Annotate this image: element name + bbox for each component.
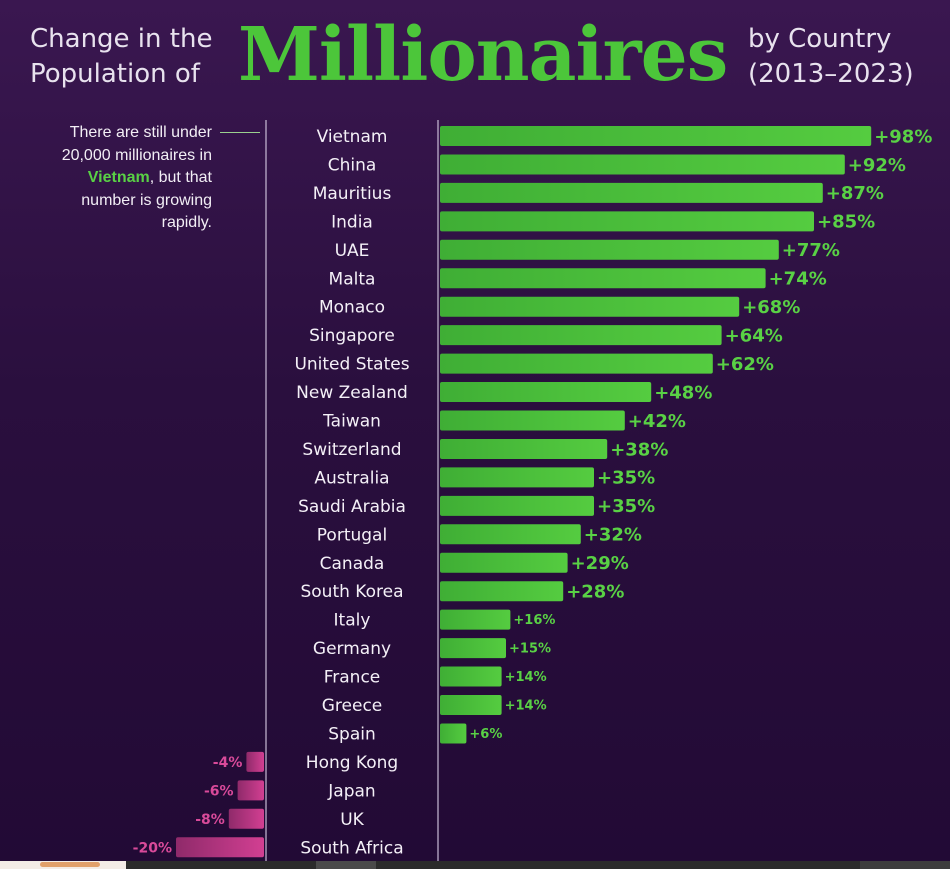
value-label-germany: +15% [509, 642, 551, 657]
category-label-malta: Malta [329, 269, 376, 289]
category-label-portugal: Portugal [317, 525, 387, 545]
bar-uk [228, 808, 264, 829]
value-label-canada: +29% [571, 553, 629, 574]
note-text-pre: There are still under 20,000 millionaire… [61, 124, 212, 164]
category-label-australia: Australia [314, 468, 389, 488]
category-label-france: France [324, 668, 381, 688]
bar-portugal [440, 524, 581, 545]
value-label-france: +14% [505, 670, 547, 685]
bar-taiwan [440, 410, 625, 431]
category-label-monaco: Monaco [319, 298, 385, 318]
value-label-italy: +16% [513, 613, 555, 628]
value-label-greece: +14% [505, 699, 547, 714]
value-label-saudi-arabia: +35% [597, 496, 655, 517]
bar-japan [237, 780, 264, 801]
title-right-line2: (2013–2023) [748, 59, 914, 89]
note-text-post: , but that number is growing rapidly. [81, 169, 212, 231]
bar-hong-kong [246, 751, 264, 772]
value-label-japan: -6% [204, 783, 234, 799]
bar-monaco [440, 296, 740, 317]
bar-australia [440, 467, 594, 488]
bar-vietnam [440, 126, 872, 146]
title-right-line1: by Country [748, 24, 892, 54]
note-highlight: Vietnam [87, 169, 150, 186]
value-label-singapore: +64% [725, 325, 783, 346]
bar-germany [440, 638, 506, 659]
bar-singapore [440, 325, 722, 346]
value-label-india: +85% [817, 212, 875, 233]
bar-spain [440, 723, 467, 744]
bar-malta [440, 268, 766, 289]
category-label-china: China [328, 155, 377, 175]
category-label-south-africa: South Africa [300, 838, 403, 858]
bottom-strip [0, 861, 950, 869]
value-label-australia: +35% [597, 468, 655, 489]
value-label-malta: +74% [769, 269, 827, 290]
value-label-uk: -8% [195, 812, 225, 828]
bar-india [440, 211, 814, 232]
value-label-south-africa: -20% [133, 840, 172, 856]
category-label-spain: Spain [328, 724, 376, 744]
value-label-south-korea: +28% [566, 582, 624, 603]
category-label-saudi-arabia: Saudi Arabia [298, 497, 406, 517]
annotation-leader-line [220, 132, 260, 133]
title-left-line1: Change in the [30, 24, 213, 54]
category-label-italy: Italy [334, 611, 371, 631]
bar-rows: Vietnam +98% China +92% Mauritius +87% India +8… [133, 126, 932, 858]
value-label-mauritius: +87% [826, 183, 884, 204]
category-label-taiwan: Taiwan [322, 412, 381, 432]
title-left: Change in the Population of [30, 22, 230, 92]
value-label-vietnam: +98% [874, 126, 932, 147]
value-label-uae: +77% [782, 240, 840, 261]
bar-greece [440, 695, 502, 715]
category-label-uae: UAE [335, 241, 370, 261]
value-label-monaco: +68% [742, 297, 800, 318]
value-label-china: +92% [848, 155, 906, 176]
category-label-vietnam: Vietnam [317, 127, 388, 147]
category-label-singapore: Singapore [309, 326, 395, 346]
category-label-canada: Canada [320, 554, 385, 574]
value-label-united-states: +62% [716, 354, 774, 375]
category-label-uk: UK [340, 810, 364, 830]
category-label-india: India [331, 212, 373, 232]
category-label-south-korea: South Korea [300, 582, 403, 602]
bar-uae [440, 239, 779, 260]
category-label-germany: Germany [313, 639, 391, 659]
category-label-new-zealand: New Zealand [296, 383, 408, 403]
category-label-mauritius: Mauritius [313, 184, 392, 204]
category-label-japan: Japan [327, 781, 375, 801]
bar-south-africa [176, 837, 264, 858]
title-millionaires: Millionaires [238, 12, 728, 98]
value-label-portugal: +32% [584, 525, 642, 546]
category-label-hong-kong: Hong Kong [306, 753, 398, 773]
bar-new-zealand [440, 382, 652, 403]
bar-south-korea [440, 581, 564, 602]
bar-italy [440, 609, 511, 630]
bar-switzerland [440, 438, 608, 459]
chart-header: Change in the Population of Millionaires… [0, 0, 950, 110]
title-right: by Country (2013–2023) [748, 22, 948, 92]
bar-canada [440, 552, 568, 573]
value-label-hong-kong: -4% [213, 755, 243, 771]
category-label-greece: Greece [322, 696, 383, 716]
category-label-united-states: United States [294, 355, 409, 375]
value-label-new-zealand: +48% [654, 382, 712, 403]
value-label-taiwan: +42% [628, 411, 686, 432]
bar-united-states [440, 353, 713, 374]
category-label-switzerland: Switzerland [302, 440, 401, 460]
bar-france [440, 666, 502, 687]
bar-china [440, 154, 845, 175]
bar-saudi-arabia [440, 495, 594, 516]
bar-mauritius [440, 182, 823, 203]
value-label-switzerland: +38% [610, 439, 668, 460]
vietnam-annotation: There are still under 20,000 millionaire… [60, 122, 212, 235]
value-label-spain: +6% [469, 727, 502, 742]
title-left-line2: Population of [30, 59, 200, 89]
